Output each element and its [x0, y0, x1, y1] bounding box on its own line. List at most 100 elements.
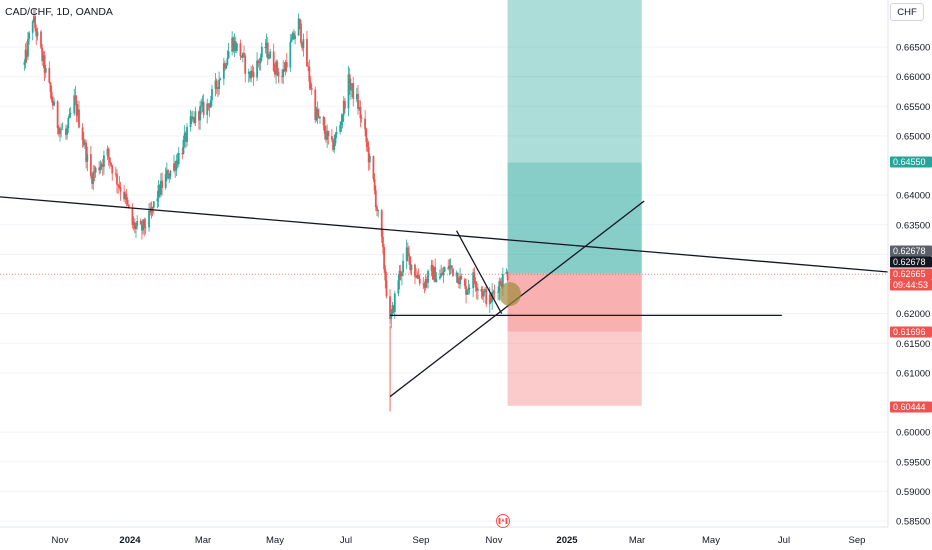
trend-line[interactable]	[0, 195, 890, 273]
candle-body	[440, 273, 443, 277]
candle-body	[344, 100, 346, 109]
time-tick-label: 2025	[556, 535, 578, 546]
price-tick-label: 0.61500	[896, 339, 930, 350]
candle-body	[355, 93, 358, 99]
candle-body	[448, 265, 451, 269]
candle-body	[156, 198, 159, 202]
candle-body	[56, 101, 59, 129]
candle-body	[266, 42, 269, 59]
candle-body	[133, 222, 136, 230]
candle-body	[459, 275, 462, 285]
candle-body	[100, 164, 103, 167]
candle-body	[306, 39, 308, 67]
candle-body	[376, 207, 378, 211]
candle-body	[506, 272, 509, 281]
candle-body	[439, 276, 441, 279]
candle-body	[474, 281, 477, 288]
candle-body	[367, 147, 370, 163]
candle-body	[48, 67, 51, 83]
candle-body	[193, 117, 196, 123]
price-tag-label: 09:44:53	[893, 280, 928, 290]
price-tag-label: 0.62678	[893, 246, 926, 256]
candle-body	[98, 167, 101, 171]
time-tick-label: 2024	[119, 535, 141, 546]
candle-body	[157, 185, 160, 199]
candle-body	[430, 264, 433, 271]
candle-body	[347, 74, 350, 109]
candle-body	[281, 76, 283, 78]
candle-body	[116, 173, 118, 185]
price-tick-label: 0.63500	[896, 220, 930, 231]
candle-body	[215, 80, 218, 88]
price-tick-label: 0.59500	[896, 457, 930, 468]
trend-line[interactable]	[455, 230, 503, 314]
candle-body	[383, 247, 386, 270]
candle-body	[401, 272, 403, 276]
candle-body	[192, 117, 194, 120]
candle-body	[219, 78, 222, 80]
price-tag	[890, 245, 932, 257]
candle-body	[492, 291, 495, 293]
candle-body	[456, 272, 459, 283]
candle-body	[488, 294, 491, 305]
candle-body	[434, 266, 437, 283]
candle-body	[385, 280, 388, 297]
candle-body	[233, 41, 236, 51]
candle-body	[447, 267, 450, 269]
candle-body	[28, 32, 31, 40]
candle-body	[206, 103, 209, 115]
price-tag	[890, 326, 932, 338]
candle-body	[399, 270, 402, 276]
candle-body	[27, 39, 29, 57]
candle-body	[108, 157, 111, 163]
candle-body	[405, 247, 408, 261]
price-tick-label: 0.66000	[896, 72, 930, 83]
candle-body	[505, 272, 508, 274]
candle-body	[468, 288, 471, 289]
candle-body	[368, 156, 371, 163]
candle-body	[390, 314, 393, 320]
time-tick-label: May	[702, 535, 720, 546]
candle-body	[240, 56, 243, 58]
candle-body	[86, 154, 89, 162]
candle-body	[269, 51, 272, 59]
candle-body	[31, 21, 34, 33]
candle-body	[34, 16, 36, 29]
currency-button[interactable]: CHF	[890, 3, 924, 21]
candle-body	[359, 107, 362, 119]
candle-body	[161, 180, 164, 188]
candle-body	[74, 95, 77, 101]
candle-body	[408, 253, 410, 257]
candle-body	[111, 165, 114, 174]
time-tick-label: May	[266, 535, 284, 546]
candle-body	[125, 194, 128, 200]
candle-body	[301, 43, 304, 49]
candle-body	[316, 108, 319, 117]
candle-body	[477, 288, 479, 291]
candle-body	[497, 291, 499, 293]
candle-body	[189, 116, 192, 128]
candle-body	[490, 294, 492, 303]
candle-body	[148, 210, 150, 228]
price-tick-label: 0.58500	[896, 517, 930, 528]
candle-body	[283, 69, 286, 72]
candle-body	[101, 164, 104, 167]
candle-body	[431, 264, 434, 280]
candle-body	[433, 266, 435, 280]
candle-body	[257, 60, 260, 63]
candle-body	[89, 154, 92, 176]
candle-body	[493, 291, 496, 293]
candle-body	[332, 139, 334, 150]
highlight-circle[interactable]	[498, 282, 521, 307]
candle-body	[427, 270, 429, 283]
candle-body	[207, 103, 210, 105]
candle-body	[406, 247, 409, 254]
price-tag-label: 0.62665	[893, 269, 926, 279]
candle-body	[152, 201, 155, 208]
candle-body	[169, 170, 172, 177]
candle-body	[314, 89, 317, 121]
candle-body	[50, 92, 53, 101]
candle-body	[224, 63, 226, 69]
candle-body	[365, 129, 368, 143]
